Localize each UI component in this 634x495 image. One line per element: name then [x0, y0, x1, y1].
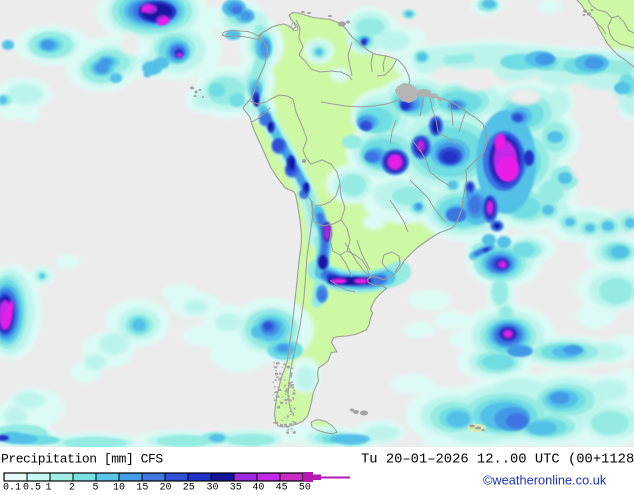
svg-text:20: 20 — [159, 483, 171, 491]
svg-text:0.1: 0.1 — [3, 483, 21, 491]
svg-text:©weatheronline.co.uk: ©weatheronline.co.uk — [483, 473, 607, 488]
svg-text:Precipitation [mm] CFS: Precipitation [mm] CFS — [1, 452, 163, 467]
svg-text:50: 50 — [299, 483, 311, 491]
svg-text:30: 30 — [206, 483, 218, 491]
svg-text:0.5: 0.5 — [23, 483, 41, 491]
svg-text:Tu 20–01–2026 12..00 UTC (00+1: Tu 20–01–2026 12..00 UTC (00+1128) — [361, 452, 634, 468]
svg-text:10: 10 — [113, 483, 125, 491]
svg-text:2: 2 — [69, 483, 75, 491]
svg-text:25: 25 — [183, 483, 195, 491]
svg-text:15: 15 — [136, 483, 148, 491]
svg-text:1: 1 — [45, 483, 51, 491]
svg-text:40: 40 — [252, 483, 264, 491]
svg-text:45: 45 — [276, 483, 288, 491]
svg-text:5: 5 — [92, 483, 98, 491]
svg-text:35: 35 — [230, 483, 242, 491]
